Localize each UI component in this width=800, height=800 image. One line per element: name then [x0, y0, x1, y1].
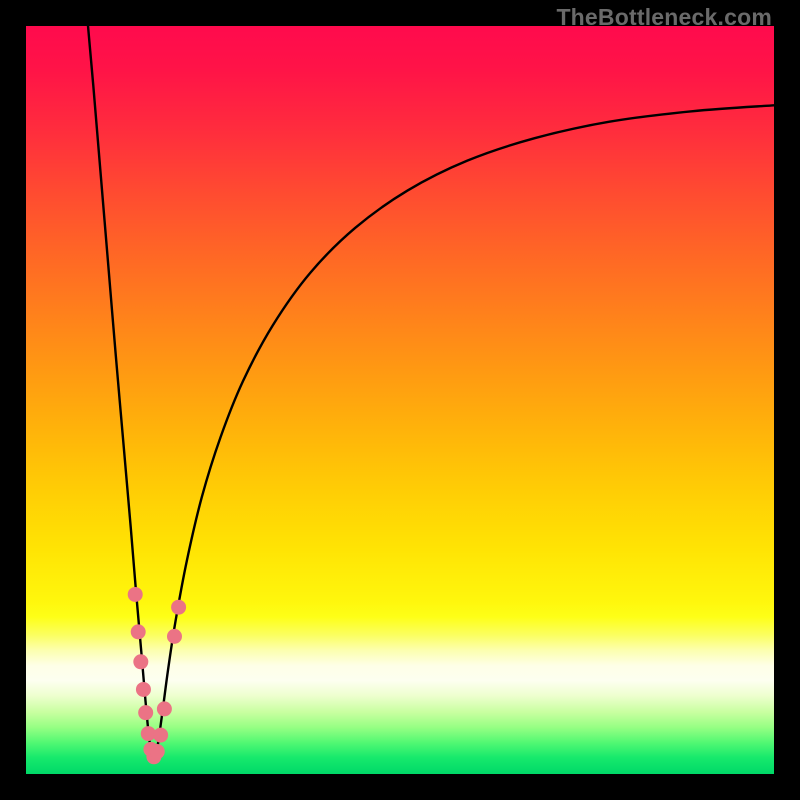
marker-dot: [167, 629, 182, 644]
marker-dot: [153, 728, 168, 743]
marker-dot: [171, 600, 186, 615]
marker-dot: [157, 701, 172, 716]
marker-dot: [136, 682, 151, 697]
marker-dot: [131, 624, 146, 639]
marker-dot: [133, 654, 148, 669]
marker-dot: [150, 744, 165, 759]
bottleneck-chart: [0, 0, 800, 800]
chart-container: TheBottleneck.com: [0, 0, 800, 800]
watermark-text: TheBottleneck.com: [556, 4, 772, 31]
marker-dot: [138, 705, 153, 720]
marker-dot: [128, 587, 143, 602]
